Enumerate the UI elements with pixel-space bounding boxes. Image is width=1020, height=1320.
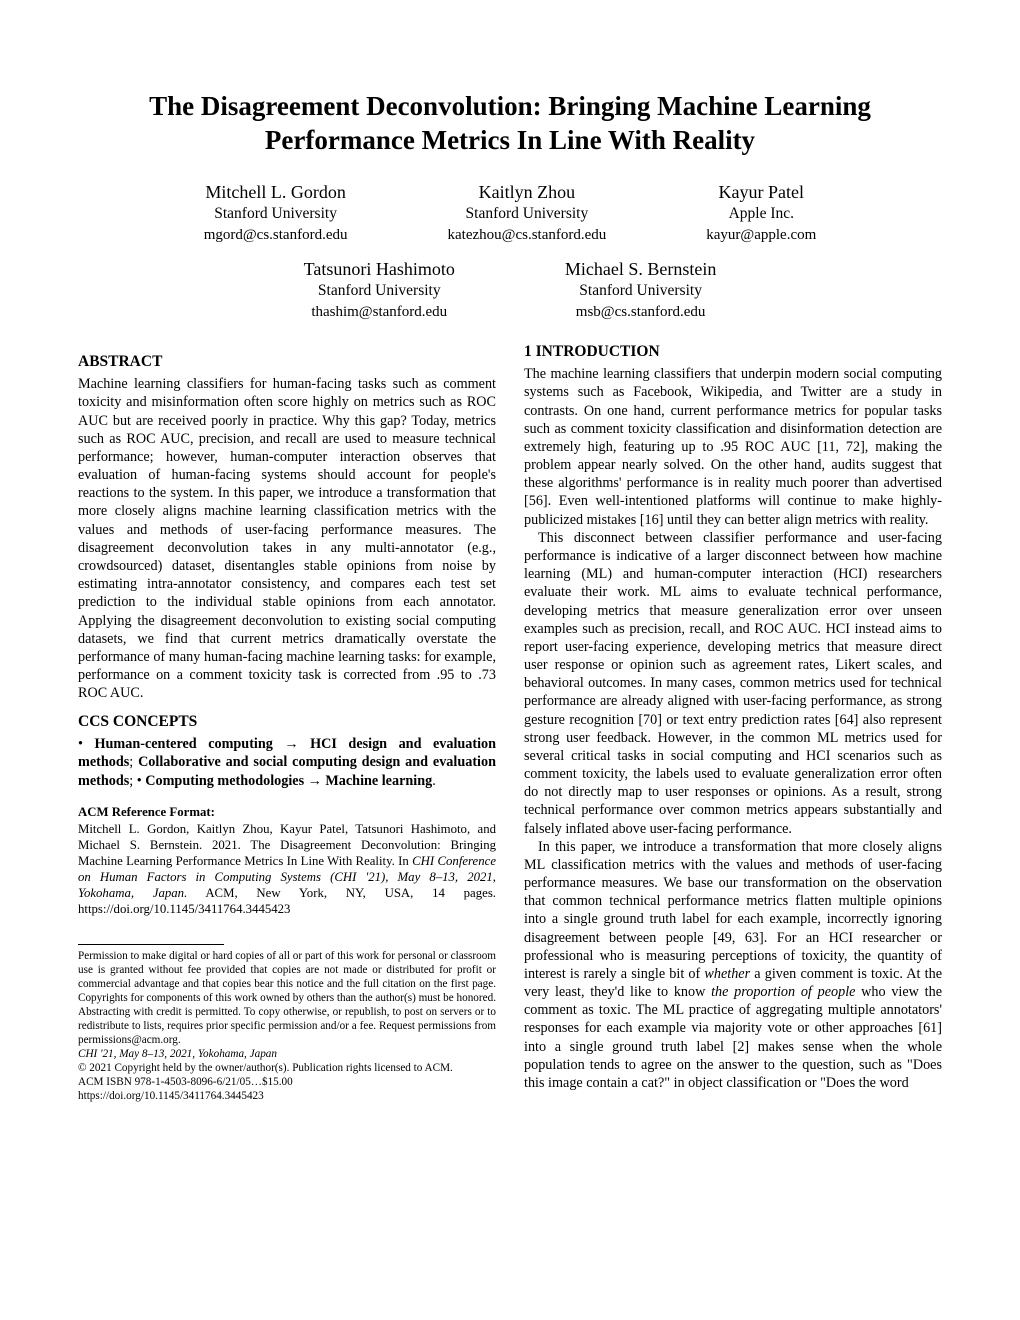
- abstract-body: Machine learning classifiers for human-f…: [78, 375, 496, 702]
- intro-p1: The machine learning classifiers that un…: [524, 365, 942, 529]
- author-name: Michael S. Bernstein: [565, 257, 716, 281]
- reference-format-body: Mitchell L. Gordon, Kaitlyn Zhou, Kayur …: [78, 822, 496, 918]
- author-block: Tatsunori Hashimoto Stanford University …: [304, 257, 455, 322]
- isbn-line: ACM ISBN 978-1-4503-8096-6/21/05…$15.00: [78, 1075, 496, 1089]
- author-name: Kaitlyn Zhou: [448, 180, 607, 204]
- author-affil: Stanford University: [448, 204, 607, 225]
- author-block: Kaitlyn Zhou Stanford University katezho…: [448, 180, 607, 245]
- author-name: Kayur Patel: [706, 180, 816, 204]
- ccs-body: • Human-centered computing → HCI design …: [78, 735, 496, 790]
- author-affil: Stanford University: [304, 281, 455, 302]
- author-block: Mitchell L. Gordon Stanford University m…: [204, 180, 348, 245]
- author-name: Tatsunori Hashimoto: [304, 257, 455, 281]
- author-affil: Stanford University: [204, 204, 348, 225]
- intro-heading: 1 INTRODUCTION: [524, 342, 942, 362]
- conference-line: CHI '21, May 8–13, 2021, Yokohama, Japan: [78, 1047, 496, 1061]
- footnote-rule: [78, 944, 224, 945]
- author-email: katezhou@cs.stanford.edu: [448, 225, 607, 245]
- author-affil: Apple Inc.: [706, 204, 816, 225]
- author-email: mgord@cs.stanford.edu: [204, 225, 348, 245]
- paper-title: The Disagreement Deconvolution: Bringing…: [78, 90, 942, 158]
- author-email: msb@cs.stanford.edu: [565, 302, 716, 322]
- copyright-line: © 2021 Copyright held by the owner/autho…: [78, 1061, 496, 1075]
- intro-p3: In this paper, we introduce a transforma…: [524, 838, 942, 1092]
- author-name: Mitchell L. Gordon: [204, 180, 348, 204]
- abstract-heading: ABSTRACT: [78, 352, 496, 372]
- reference-format-heading: ACM Reference Format:: [78, 804, 496, 820]
- author-block: Michael S. Bernstein Stanford University…: [565, 257, 716, 322]
- author-email: kayur@apple.com: [706, 225, 816, 245]
- permission-text: Permission to make digital or hard copie…: [78, 949, 496, 1047]
- authors-row-1: Mitchell L. Gordon Stanford University m…: [78, 180, 942, 245]
- two-column-layout: ABSTRACT Machine learning classifiers fo…: [78, 342, 942, 1103]
- right-column: 1 INTRODUCTION The machine learning clas…: [524, 342, 942, 1103]
- authors-row-2: Tatsunori Hashimoto Stanford University …: [78, 257, 942, 322]
- left-column: ABSTRACT Machine learning classifiers fo…: [78, 342, 496, 1103]
- intro-p2: This disconnect between classifier perfo…: [524, 529, 942, 838]
- author-email: thashim@stanford.edu: [304, 302, 455, 322]
- doi-line: https://doi.org/10.1145/3411764.3445423: [78, 1089, 496, 1103]
- author-affil: Stanford University: [565, 281, 716, 302]
- author-block: Kayur Patel Apple Inc. kayur@apple.com: [706, 180, 816, 245]
- ccs-heading: CCS CONCEPTS: [78, 712, 496, 732]
